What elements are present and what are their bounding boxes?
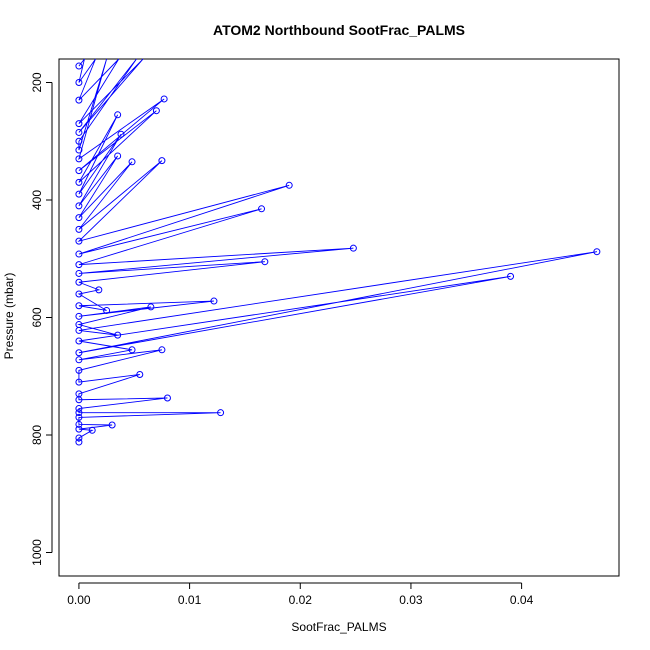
data-point (75, 337, 83, 345)
data-point (75, 278, 83, 286)
data-point (75, 79, 83, 86)
data-point (75, 237, 83, 245)
data-point (75, 425, 83, 433)
data-point (128, 158, 136, 166)
x-tick-label: 0.00 (67, 593, 91, 607)
data-point (75, 321, 83, 329)
data-point (258, 205, 266, 213)
data-point (158, 157, 166, 165)
x-tick-label: 0.02 (289, 593, 313, 607)
data-point (75, 190, 83, 198)
data-point (75, 378, 83, 386)
x-tick-label: 0.04 (510, 593, 534, 607)
data-point (75, 214, 83, 222)
data-point (75, 250, 83, 258)
data-point (75, 356, 83, 364)
data-point (75, 390, 83, 398)
data-point (75, 225, 83, 233)
plot-frame (58, 58, 620, 577)
y-tick-label: 200 (30, 72, 44, 92)
data-point (152, 107, 160, 115)
data-point (75, 96, 83, 104)
y-axis-label: Pressure (mbar) (2, 273, 16, 360)
data-point (349, 244, 357, 252)
data-point (75, 420, 83, 428)
data-point (261, 258, 269, 266)
plot-area (75, 58, 601, 446)
y-tick-label: 400 (30, 190, 44, 210)
series-points (75, 62, 601, 446)
data-point (75, 434, 83, 442)
x-axis-label: SootFrac_PALMS (291, 620, 386, 634)
data-point (163, 394, 171, 402)
data-point (75, 62, 83, 70)
data-point (95, 286, 103, 294)
data-point (128, 346, 136, 354)
y-axis: 200 400 600 800 1000 (30, 72, 53, 566)
data-point (88, 426, 96, 434)
data-point (75, 349, 83, 357)
data-point (136, 370, 144, 378)
series-line (77, 58, 597, 443)
data-point (108, 421, 116, 429)
data-point (147, 303, 155, 311)
data-point (75, 146, 83, 154)
data-point (217, 409, 225, 417)
data-point (114, 152, 122, 160)
x-axis: 0.00 0.01 0.02 0.03 0.04 (67, 582, 534, 607)
data-point (75, 137, 83, 145)
data-point (75, 405, 83, 413)
data-point (75, 302, 83, 310)
data-point (75, 366, 83, 374)
data-point (507, 272, 515, 280)
data-point (75, 409, 83, 417)
data-point (75, 413, 83, 421)
data-point (210, 297, 218, 305)
data-point (117, 130, 125, 138)
data-point (75, 438, 83, 446)
y-tick-label: 800 (30, 425, 44, 445)
data-point (75, 269, 83, 277)
data-point (75, 128, 83, 136)
data-point (75, 312, 83, 320)
y-tick-label: 1000 (30, 539, 44, 566)
data-point (103, 306, 111, 314)
data-point (75, 178, 83, 186)
data-point (114, 111, 122, 119)
data-point (75, 155, 83, 163)
x-tick-label: 0.01 (178, 593, 202, 607)
chart-title: ATOM2 Northbound SootFrac_PALMS (213, 22, 465, 38)
data-point (114, 331, 122, 339)
data-point (75, 290, 83, 298)
data-point (75, 261, 83, 269)
x-tick-label: 0.03 (399, 593, 423, 607)
data-point (75, 120, 83, 128)
data-point (160, 95, 168, 103)
y-tick-label: 600 (30, 307, 44, 327)
data-point (158, 346, 166, 354)
data-point (75, 202, 83, 210)
data-point (593, 248, 601, 256)
data-point (75, 167, 83, 175)
data-point (285, 181, 293, 189)
